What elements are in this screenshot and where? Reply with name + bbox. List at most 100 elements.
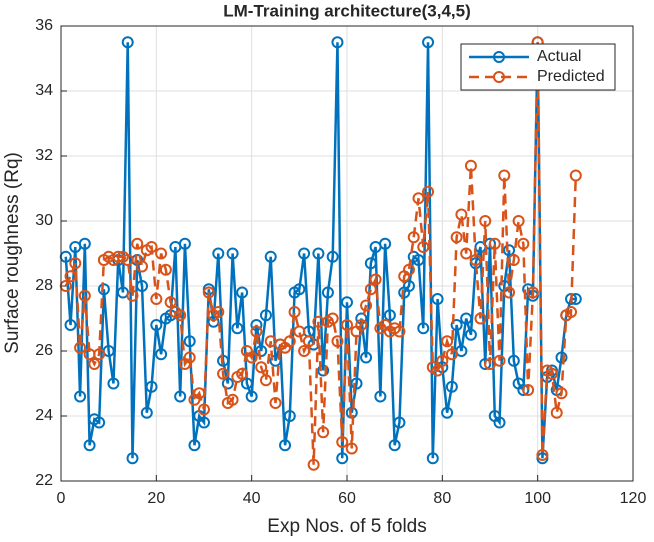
y-tick-label: 22 — [35, 472, 53, 489]
data-point — [136, 280, 149, 292]
data-point — [360, 351, 373, 364]
data-point — [441, 335, 454, 348]
data-point — [283, 410, 296, 422]
data-point — [455, 208, 468, 221]
data-point — [217, 354, 230, 367]
data-point — [183, 335, 196, 348]
data-point — [460, 247, 473, 260]
data-point — [422, 185, 435, 198]
data-point — [360, 299, 373, 312]
data-point — [88, 358, 101, 370]
x-tick-label: 20 — [147, 490, 165, 507]
data-point — [317, 364, 330, 377]
data-point — [331, 335, 344, 348]
data-point — [422, 36, 435, 49]
data-point — [64, 270, 77, 283]
x-tick-label: 80 — [433, 490, 451, 507]
x-tick-label: 0 — [57, 490, 66, 507]
marks — [59, 36, 582, 471]
data-point — [488, 237, 501, 250]
data-point — [259, 309, 272, 322]
data-point — [336, 436, 349, 448]
data-point — [145, 380, 158, 393]
data-point — [383, 309, 396, 322]
x-tick-label: 60 — [338, 490, 356, 507]
y-tick-label: 34 — [35, 82, 53, 99]
data-point — [503, 286, 516, 299]
data-point — [431, 364, 444, 377]
data-point — [269, 397, 282, 409]
data-point — [107, 377, 120, 390]
data-point — [464, 159, 477, 172]
data-point — [522, 384, 535, 396]
data-point — [526, 286, 539, 299]
data-point — [445, 348, 458, 361]
data-point — [264, 250, 277, 263]
data-point — [69, 257, 82, 270]
data-point — [240, 377, 253, 390]
data-point — [126, 452, 139, 465]
legend-box — [460, 43, 616, 91]
data-point — [417, 241, 430, 253]
x-axis-label: Exp Nos. of 5 folds — [267, 516, 426, 537]
data-point — [369, 273, 382, 286]
data-point — [126, 289, 139, 302]
data-point — [293, 283, 306, 296]
data-point — [464, 328, 477, 341]
data-point — [345, 442, 358, 455]
data-point — [121, 254, 134, 266]
data-point — [493, 416, 506, 429]
data-point — [150, 319, 163, 331]
data-point — [474, 312, 487, 325]
y-tick-label: 30 — [35, 212, 53, 229]
data-point — [326, 312, 339, 325]
data-point — [402, 280, 415, 292]
data-point — [426, 452, 439, 465]
data-point — [312, 247, 325, 260]
data-point — [145, 241, 158, 253]
data-point — [212, 247, 225, 260]
data-point — [136, 260, 149, 273]
data-point — [536, 449, 549, 461]
data-point — [550, 406, 563, 419]
data-point — [388, 439, 401, 452]
data-point — [226, 393, 239, 406]
data-point — [507, 354, 520, 367]
data-point — [140, 406, 153, 419]
data-point — [212, 306, 225, 318]
data-point — [255, 361, 268, 374]
data-point — [569, 169, 582, 182]
data-point — [307, 458, 320, 471]
data-point — [512, 215, 525, 227]
chart-title: LM-Training architecture(3,4,5) — [223, 1, 471, 20]
data-point — [288, 306, 301, 318]
data-point — [469, 254, 482, 266]
data-point — [283, 335, 296, 348]
data-point — [407, 231, 420, 244]
data-point — [121, 36, 134, 49]
data-point — [188, 439, 201, 452]
data-point — [155, 247, 168, 260]
data-point — [226, 247, 239, 260]
data-point — [298, 247, 311, 260]
x-tick-label: 40 — [243, 490, 261, 507]
axes-box — [60, 25, 634, 482]
data-point — [255, 345, 268, 357]
data-point — [236, 286, 249, 299]
legend: Actual Predicted — [460, 43, 616, 91]
data-point — [93, 416, 106, 429]
data-point — [298, 345, 311, 357]
data-point — [402, 263, 415, 276]
data-point — [250, 325, 263, 338]
data-point — [74, 341, 87, 354]
data-point — [393, 416, 406, 429]
data-point — [183, 351, 196, 364]
data-point — [341, 296, 353, 309]
y-tick-label: 32 — [35, 147, 53, 164]
data-point — [331, 36, 344, 49]
legend-label: Actual — [537, 48, 581, 65]
data-point — [245, 351, 258, 364]
data-point — [302, 335, 315, 348]
data-point — [417, 322, 430, 335]
